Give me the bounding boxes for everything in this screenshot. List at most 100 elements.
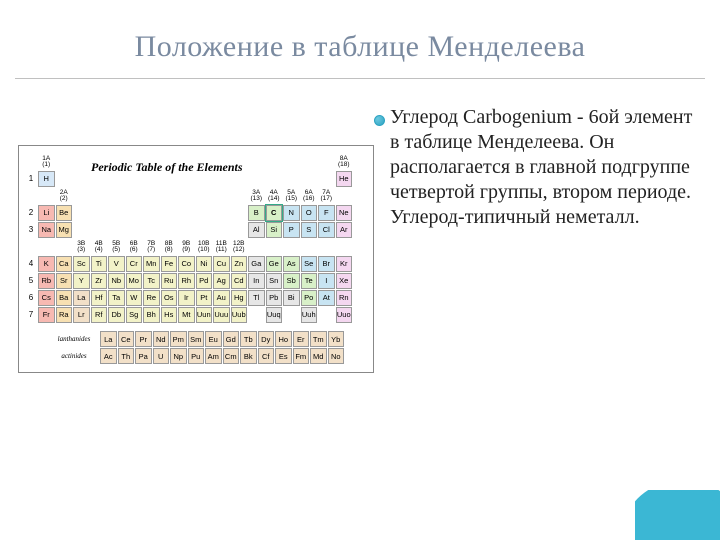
- group-label: 2A (2): [56, 188, 73, 204]
- element-cell: O: [301, 205, 318, 221]
- table-caption: Periodic Table of the Elements: [91, 160, 243, 175]
- element-cell: Cd: [231, 273, 248, 289]
- element-cell: B: [248, 205, 265, 221]
- group-label: 1A (1): [38, 154, 55, 170]
- element-cell: Tc: [143, 273, 160, 289]
- element-cell: Ce: [118, 331, 135, 347]
- element-cell: Ra: [56, 307, 73, 323]
- period-number: 3: [25, 222, 37, 238]
- element-cell: Tb: [240, 331, 257, 347]
- element-cell: Ir: [178, 290, 195, 306]
- group-label: 9B (9): [178, 239, 195, 255]
- element-cell: Mg: [56, 222, 73, 238]
- element-cell: Hf: [91, 290, 108, 306]
- element-cell: Sn: [266, 273, 283, 289]
- group-label: 6B (6): [126, 239, 143, 255]
- element-cell: N: [283, 205, 300, 221]
- period-number: 4: [25, 256, 37, 272]
- element-cell: S: [301, 222, 318, 238]
- group-label: 11B (11): [213, 239, 230, 255]
- element-cell: Li: [38, 205, 55, 221]
- slide: Положение в таблице Менделеева Углерод C…: [0, 0, 720, 540]
- element-cell: Hg: [231, 290, 248, 306]
- fblock-label: actinides: [49, 348, 99, 364]
- element-cell: As: [283, 256, 300, 272]
- element-cell: Pu: [188, 348, 205, 364]
- element-cell: Mo: [126, 273, 143, 289]
- element-cell: Uuq: [266, 307, 283, 323]
- element-cell: Bh: [143, 307, 160, 323]
- element-cell: Am: [205, 348, 222, 364]
- element-cell: Ho: [275, 331, 292, 347]
- element-cell: Pt: [196, 290, 213, 306]
- element-cell: Uuo: [336, 307, 353, 323]
- element-cell: I: [318, 273, 335, 289]
- element-cell: Cf: [258, 348, 275, 364]
- element-cell: Sc: [73, 256, 90, 272]
- element-cell: Fm: [293, 348, 310, 364]
- element-cell: Gd: [223, 331, 240, 347]
- period-number: 5: [25, 273, 37, 289]
- element-cell: Np: [170, 348, 187, 364]
- element-cell: Uub: [231, 307, 248, 323]
- period-number: 1: [25, 171, 37, 187]
- element-cell: La: [73, 290, 90, 306]
- element-cell: Zn: [231, 256, 248, 272]
- element-cell: Bi: [283, 290, 300, 306]
- element-cell: Si: [266, 222, 283, 238]
- fblock-grid: lanthanidesLaCePrNdPmSmEuGdTbDyHoErTmYba…: [49, 331, 367, 364]
- element-cell: C: [266, 205, 283, 221]
- element-cell: Os: [161, 290, 178, 306]
- element-cell: Sb: [283, 273, 300, 289]
- corner-decoration: [635, 490, 720, 540]
- element-cell: Rf: [91, 307, 108, 323]
- element-cell: Es: [275, 348, 292, 364]
- title-underline: [15, 78, 705, 79]
- element-cell: Cm: [223, 348, 240, 364]
- group-label: 7A (17): [318, 188, 335, 204]
- element-cell: Xe: [336, 273, 353, 289]
- periodic-grid: 1A (1)8A (18)1HHe2A (2)3A (13)4A (14)5A …: [25, 154, 367, 323]
- element-cell: Cu: [213, 256, 230, 272]
- element-cell: Zr: [91, 273, 108, 289]
- element-cell: Db: [108, 307, 125, 323]
- group-label: 4A (14): [266, 188, 283, 204]
- element-cell: Hs: [161, 307, 178, 323]
- element-cell: Er: [293, 331, 310, 347]
- element-cell: F: [318, 205, 335, 221]
- body-text: Углерод Carbogenium - 6ой элемент в табл…: [390, 105, 700, 230]
- period-number: 6: [25, 290, 37, 306]
- element-cell: Ac: [100, 348, 117, 364]
- element-cell: V: [108, 256, 125, 272]
- element-cell: Cl: [318, 222, 335, 238]
- element-cell: Lr: [73, 307, 90, 323]
- slide-title: Положение в таблице Менделеева: [0, 30, 720, 64]
- element-cell: Ni: [196, 256, 213, 272]
- element-cell: Ba: [56, 290, 73, 306]
- fblock-label: lanthanides: [49, 331, 99, 347]
- element-cell: Uun: [196, 307, 213, 323]
- element-cell: Eu: [205, 331, 222, 347]
- element-cell: U: [153, 348, 170, 364]
- element-cell: Pr: [135, 331, 152, 347]
- element-cell: Pa: [135, 348, 152, 364]
- group-label: 12B (12): [231, 239, 248, 255]
- element-cell: Mn: [143, 256, 160, 272]
- element-cell: Ca: [56, 256, 73, 272]
- element-cell: Sg: [126, 307, 143, 323]
- element-cell: Ge: [266, 256, 283, 272]
- bullet-icon: [374, 115, 385, 126]
- element-cell: K: [38, 256, 55, 272]
- element-cell: H: [38, 171, 55, 187]
- element-cell: Co: [178, 256, 195, 272]
- element-cell: Nd: [153, 331, 170, 347]
- periodic-table: Periodic Table of the Elements 1A (1) 8A …: [18, 145, 374, 373]
- element-cell: Cs: [38, 290, 55, 306]
- element-cell: Rn: [336, 290, 353, 306]
- group-label: 4B (4): [91, 239, 108, 255]
- group-label: 8A (18): [336, 154, 353, 170]
- element-cell: Se: [301, 256, 318, 272]
- element-cell: Te: [301, 273, 318, 289]
- period-number: 2: [25, 205, 37, 221]
- element-cell: Sm: [188, 331, 205, 347]
